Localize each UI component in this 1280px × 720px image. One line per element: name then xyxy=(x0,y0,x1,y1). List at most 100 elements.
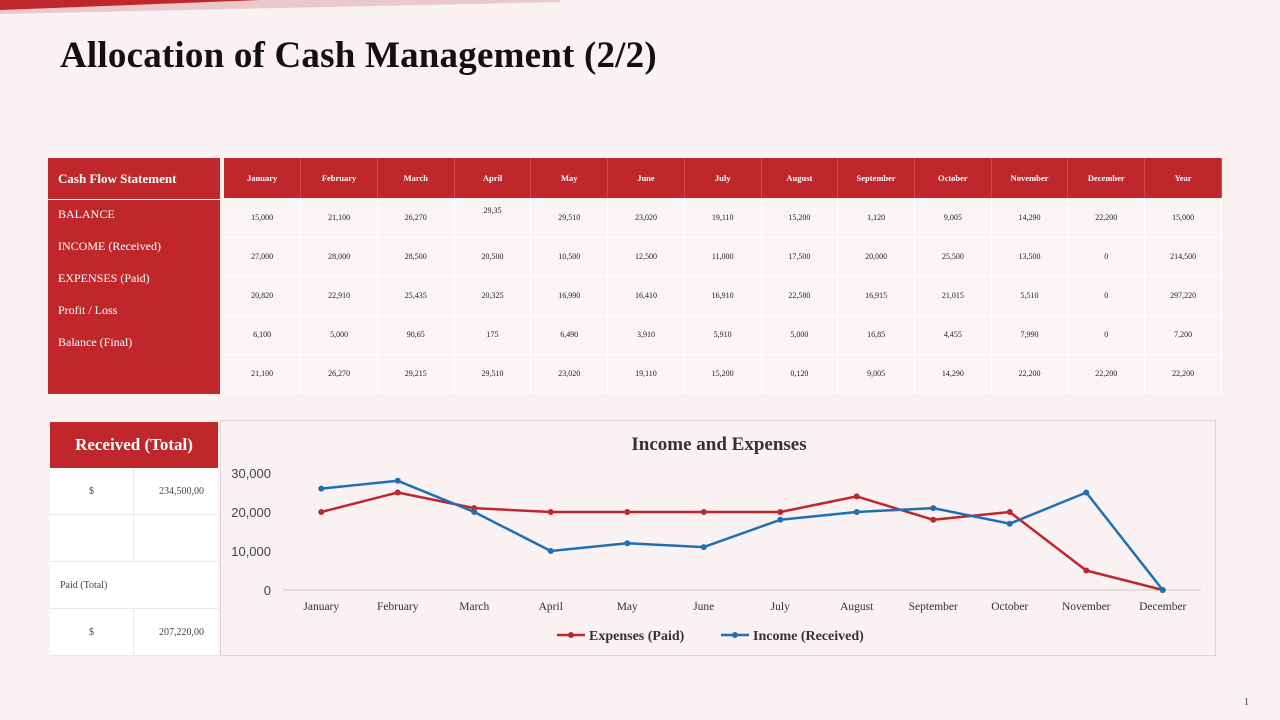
x-tick-label: April xyxy=(539,601,563,613)
x-tick-label: March xyxy=(459,601,489,613)
table-cell: 3,910 xyxy=(607,315,685,355)
table-cell: 0,120 xyxy=(761,354,839,394)
col-header: September xyxy=(837,158,915,198)
table-header-row: January February March April May June Ju… xyxy=(224,158,1222,198)
y-axis-ticks: 0 10,000 20,000 30,000 xyxy=(231,466,271,598)
table-cell: 0 xyxy=(1067,237,1146,277)
table-cell: 22,200 xyxy=(1067,354,1146,394)
received-total-header: Received (Total) xyxy=(50,422,218,468)
col-header: December xyxy=(1067,158,1146,198)
x-tick-label: November xyxy=(1062,601,1111,613)
x-tick-label: September xyxy=(909,601,958,613)
table-cell: 14,290 xyxy=(991,198,1069,238)
row-label-expenses: EXPENSES (Paid) xyxy=(58,271,150,285)
x-tick-label: May xyxy=(617,601,638,613)
table-row: 6,100 5,000 90,65 175 6,490 3,910 5,910 … xyxy=(224,315,1222,355)
data-point xyxy=(1083,567,1090,574)
table-cell: 16,910 xyxy=(684,276,762,316)
table-cell: 14,290 xyxy=(914,354,992,394)
paid-total-row: $ 207,220,00 xyxy=(50,609,218,656)
table-cell: 16,915 xyxy=(837,276,915,316)
data-point xyxy=(777,509,784,515)
chart-legend: Expenses (Paid) Income (Received) xyxy=(557,629,864,644)
empty-cell xyxy=(50,515,134,561)
table-cell: 5,910 xyxy=(684,315,762,355)
table-cell: 5,000 xyxy=(761,315,839,355)
table-cell: 10,500 xyxy=(530,237,609,277)
data-point xyxy=(700,509,707,515)
legend-label: Expenses (Paid) xyxy=(589,629,685,644)
table-cell: 297,220 xyxy=(1144,276,1222,316)
table-cell: 12,500 xyxy=(607,237,685,277)
row-label-balance: BALANCE xyxy=(58,207,115,221)
data-point xyxy=(547,548,554,554)
table-cell: 19,110 xyxy=(607,354,685,394)
table-cell: 25,500 xyxy=(914,237,992,277)
table-cell: 6,490 xyxy=(530,315,609,355)
x-axis-ticks: January February March April May June July Augu… xyxy=(303,601,1186,613)
table-cell: 19,110 xyxy=(684,198,762,238)
table-cell: 7,200 xyxy=(1144,315,1222,355)
col-header: November xyxy=(991,158,1069,198)
table-cell: 21,100 xyxy=(224,354,302,394)
cash-flow-table: January February March April May June Ju… xyxy=(224,158,1222,394)
table-cell: 20,820 xyxy=(224,276,302,316)
paid-total-label-row: Paid (Total) xyxy=(50,562,218,609)
y-tick-label: 30,000 xyxy=(231,466,271,481)
table-row: 15,000 21,100 26,270 29,35 29,510 23,020… xyxy=(224,198,1222,238)
table-cell: 26,270 xyxy=(300,354,378,394)
data-point xyxy=(624,509,631,515)
x-tick-label: December xyxy=(1139,601,1186,613)
top-decoration xyxy=(0,0,560,14)
table-cell: 27,000 xyxy=(224,237,302,277)
series-line-income xyxy=(321,479,1164,591)
table-cell: 20,500 xyxy=(454,237,532,277)
table-cell: 175 xyxy=(454,315,532,355)
data-point xyxy=(318,509,325,515)
table-cell: 13,500 xyxy=(991,237,1069,277)
table-cell: 22,200 xyxy=(991,354,1069,394)
x-tick-label: January xyxy=(303,601,339,613)
table-cell: 15,000 xyxy=(1144,198,1222,238)
table-row: 21,100 26,270 29,215 29,510 23,020 19,11… xyxy=(224,354,1222,394)
series-line-expenses xyxy=(320,491,1164,592)
data-point xyxy=(853,509,860,515)
table-row: 20,820 22,910 25,435 20,325 16,990 16,41… xyxy=(224,276,1222,316)
x-tick-label: February xyxy=(377,601,419,613)
table-cell: 0 xyxy=(1067,276,1146,316)
page-number: 1 xyxy=(1244,697,1249,708)
table-cell: 29,510 xyxy=(530,198,609,238)
table-cell: 16,990 xyxy=(530,276,609,316)
data-point xyxy=(471,509,478,515)
table-cell: 15,000 xyxy=(224,198,302,238)
table-cell: 5,510 xyxy=(991,276,1069,316)
y-tick-label: 0 xyxy=(264,583,271,598)
received-total-value: 234,500,00 xyxy=(159,485,204,497)
table-cell: 15,200 xyxy=(684,354,762,394)
table-cell: 9,005 xyxy=(837,354,915,394)
currency-symbol: $ xyxy=(50,468,134,514)
paid-total-label: Paid (Total) xyxy=(60,579,108,591)
empty-row xyxy=(50,515,218,562)
data-point xyxy=(318,485,325,492)
table-cell: 29,215 xyxy=(377,354,455,394)
data-point xyxy=(930,505,937,512)
col-header: February xyxy=(300,158,378,198)
col-header: June xyxy=(607,158,685,198)
income-expenses-chart: Income and Expenses 0 10,000 20,000 30,000 … xyxy=(220,420,1216,656)
table-cell: 15,200 xyxy=(761,198,839,238)
table-cell: 21,015 xyxy=(914,276,992,316)
received-total-row: $ 234,500,00 xyxy=(50,468,218,515)
cash-flow-labels-panel: Cash Flow Statement BALANCE INCOME (Rece… xyxy=(48,158,220,394)
data-point xyxy=(547,509,554,515)
data-point xyxy=(930,516,937,523)
empty-cell xyxy=(134,515,218,561)
table-cell: 16,85 xyxy=(837,315,915,355)
data-point xyxy=(624,540,631,547)
totals-panel: Received (Total) $ 234,500,00 Paid (Tota… xyxy=(50,422,218,656)
table-cell: 26,270 xyxy=(377,198,455,238)
legend-marker xyxy=(732,632,738,638)
table-cell: 7,990 xyxy=(991,315,1069,355)
table-cell: 20,000 xyxy=(837,237,915,277)
table-cell: 28,000 xyxy=(300,237,378,277)
